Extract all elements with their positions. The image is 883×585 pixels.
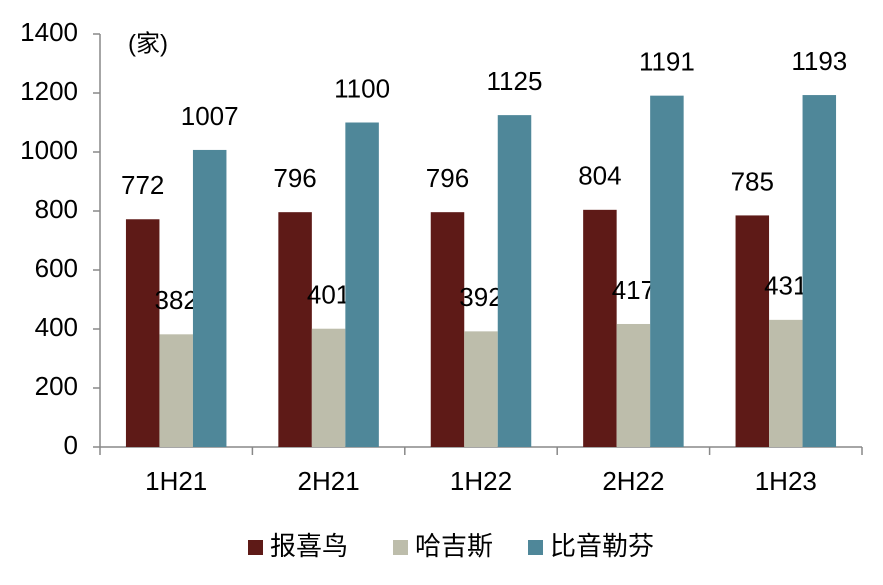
data-label: 772 bbox=[121, 170, 164, 200]
bar bbox=[802, 95, 837, 447]
bar bbox=[430, 212, 465, 447]
bar bbox=[616, 323, 651, 447]
bar bbox=[769, 319, 803, 447]
data-label: 417 bbox=[612, 275, 655, 305]
x-tick-label: 1H23 bbox=[755, 466, 817, 496]
data-label: 1193 bbox=[791, 46, 847, 76]
y-tick-label: 200 bbox=[35, 371, 78, 401]
x-tick-label: 1H21 bbox=[145, 466, 207, 496]
data-label: 392 bbox=[459, 282, 502, 312]
data-label: 1125 bbox=[487, 66, 543, 96]
data-label: 431 bbox=[764, 271, 807, 301]
legend-label: 哈吉斯 bbox=[415, 531, 493, 561]
bar bbox=[311, 328, 346, 447]
bar bbox=[583, 209, 617, 447]
data-label: 796 bbox=[426, 163, 469, 193]
legend-label: 报喜鸟 bbox=[270, 531, 348, 561]
bar bbox=[464, 331, 498, 447]
data-label: 804 bbox=[578, 161, 621, 191]
y-tick-label: 400 bbox=[35, 312, 78, 342]
x-tick-label: 1H22 bbox=[450, 466, 512, 496]
y-tick-label: 600 bbox=[35, 253, 78, 283]
bar bbox=[159, 334, 193, 447]
data-label: 1191 bbox=[639, 47, 695, 77]
unit-label: (家) bbox=[128, 30, 168, 57]
y-tick-label: 800 bbox=[35, 194, 78, 224]
legend-label: 比音勒芬 bbox=[550, 531, 654, 561]
y-tick-label: 1400 bbox=[20, 17, 78, 47]
y-tick-label: 0 bbox=[64, 430, 78, 460]
legend-swatch bbox=[248, 540, 263, 555]
data-label: 1100 bbox=[334, 73, 390, 103]
data-label: 796 bbox=[273, 163, 316, 193]
x-tick-label: 2H21 bbox=[298, 466, 360, 496]
x-tick-label: 2H22 bbox=[602, 466, 664, 496]
legend-swatch bbox=[393, 540, 408, 555]
data-label: 1007 bbox=[181, 101, 239, 131]
data-label: 785 bbox=[731, 166, 774, 196]
bar bbox=[192, 149, 227, 447]
bar bbox=[278, 212, 312, 447]
legend-swatch bbox=[528, 540, 543, 555]
bar bbox=[497, 115, 532, 447]
bar bbox=[735, 215, 770, 447]
y-tick-label: 1000 bbox=[20, 135, 78, 165]
bar bbox=[345, 122, 379, 447]
bar bbox=[125, 219, 160, 447]
y-tick-label: 1200 bbox=[20, 76, 78, 106]
bar bbox=[650, 95, 684, 447]
data-label: 382 bbox=[155, 285, 198, 315]
data-label: 401 bbox=[307, 280, 350, 310]
